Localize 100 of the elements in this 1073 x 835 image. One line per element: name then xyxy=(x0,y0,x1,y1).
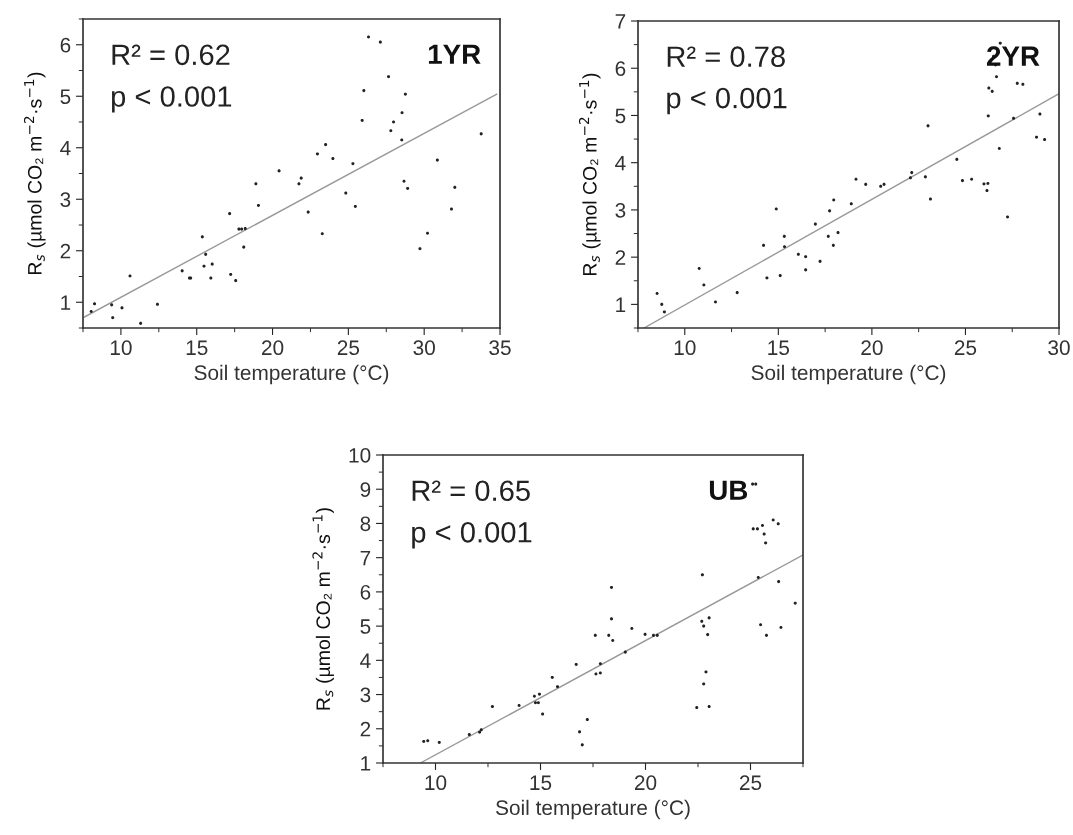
point xyxy=(389,129,393,133)
point xyxy=(651,633,656,637)
y-tick-label: 2 xyxy=(615,250,626,265)
y-tick-label: 3 xyxy=(60,192,71,207)
point xyxy=(707,616,711,620)
y-tick-label: 2 xyxy=(360,721,371,737)
point xyxy=(234,279,238,283)
annotation: R² = 0.78 xyxy=(667,46,785,67)
x-tick-label: 25 xyxy=(337,340,360,356)
point xyxy=(796,252,800,256)
y-tick-label: 1 xyxy=(616,297,626,312)
point xyxy=(765,276,769,280)
point xyxy=(1005,215,1010,219)
x-tick-label: 25 xyxy=(954,340,977,356)
x-tick-label: 30 xyxy=(1048,340,1070,356)
x-tick-label: 20 xyxy=(634,775,657,791)
x-tick-label: 10 xyxy=(425,775,447,791)
point xyxy=(426,739,430,743)
y-tick-label: 9 xyxy=(360,482,371,497)
point xyxy=(585,717,589,722)
x-axis-title: Soil temperature (°C) xyxy=(194,364,389,385)
y-tick-label: 2 xyxy=(60,243,71,259)
point xyxy=(700,619,704,623)
point xyxy=(353,204,357,209)
point xyxy=(111,316,115,320)
point xyxy=(155,302,160,306)
text: 1YR xyxy=(428,44,481,64)
text: UB xyxy=(709,480,748,501)
point xyxy=(762,243,766,247)
x-tick-label: 35 xyxy=(489,340,511,356)
y-axis-title: R$_{s}$ (µmol CO₂ m$^{−2}$·s$^{−1}$) xyxy=(23,72,46,275)
point xyxy=(706,633,710,637)
x-tick-label: 25 xyxy=(739,775,762,791)
point xyxy=(1015,81,1019,85)
y-tick-label: 6 xyxy=(615,61,626,76)
y-tick-label: 4 xyxy=(360,653,371,668)
point xyxy=(386,75,391,79)
point xyxy=(320,232,324,236)
y-tick-label: 1 xyxy=(361,756,371,771)
point xyxy=(467,733,471,737)
annotation: p < 0.001 xyxy=(111,86,232,113)
point xyxy=(782,234,786,238)
point xyxy=(324,143,328,147)
point xyxy=(210,262,214,266)
y-tick-label: 5 xyxy=(60,89,71,104)
point xyxy=(826,234,830,238)
point xyxy=(849,202,853,206)
point xyxy=(449,207,454,211)
point xyxy=(777,580,781,584)
point xyxy=(139,321,143,325)
y-tick-label: 3 xyxy=(360,687,371,703)
annotation: R² = 0.65 xyxy=(412,480,530,502)
annotation: R² = 0.62 xyxy=(112,44,230,66)
point xyxy=(229,272,233,276)
point xyxy=(256,203,260,207)
x-tick-label: 10 xyxy=(674,340,696,356)
y-axis-title: R$_{s}$ (µmol CO₂ m$^{−2}$·s$^{−1}$) xyxy=(578,73,601,276)
point xyxy=(490,704,494,709)
annotation: p < 0.001 xyxy=(667,87,787,115)
x-axis-title: Soil temperature (°C) xyxy=(496,799,690,820)
point xyxy=(406,186,410,190)
point xyxy=(593,633,597,637)
point xyxy=(960,179,964,183)
point xyxy=(598,671,602,675)
point xyxy=(713,300,718,304)
point xyxy=(607,633,611,637)
x-tick-label: 15 xyxy=(186,340,208,356)
point xyxy=(598,662,602,666)
point xyxy=(228,212,232,216)
point xyxy=(832,198,836,202)
point xyxy=(793,601,797,605)
y-tick-label: 3 xyxy=(615,202,626,218)
y-tick-label: 1 xyxy=(61,295,71,310)
x-tick-label: 15 xyxy=(768,340,790,356)
y-tick-label: 7 xyxy=(615,14,626,29)
x-tick-label: 10 xyxy=(110,340,132,356)
y-tick-label: 5 xyxy=(615,108,626,124)
x-tick-label: 30 xyxy=(413,340,435,356)
point xyxy=(366,35,371,39)
point xyxy=(831,243,835,247)
x-tick-label: 15 xyxy=(530,775,552,791)
point xyxy=(776,522,780,526)
point xyxy=(204,252,208,256)
point xyxy=(180,269,184,273)
point xyxy=(764,633,769,637)
point xyxy=(836,231,840,235)
y-tick-label: 7 xyxy=(360,550,371,566)
point xyxy=(864,182,868,186)
x-axis-title: Soil temperature (°C) xyxy=(751,364,946,385)
point xyxy=(1043,138,1047,142)
text: 2YR xyxy=(986,46,1040,66)
point xyxy=(998,41,1002,45)
point xyxy=(804,255,808,259)
annotation: p < 0.001 xyxy=(412,521,532,549)
y-tick-label: 10 xyxy=(349,448,371,463)
point xyxy=(392,120,396,124)
x-tick-label: 20 xyxy=(861,340,883,356)
point xyxy=(609,585,614,589)
y-tick-label: 5 xyxy=(360,619,371,634)
point xyxy=(655,633,659,637)
